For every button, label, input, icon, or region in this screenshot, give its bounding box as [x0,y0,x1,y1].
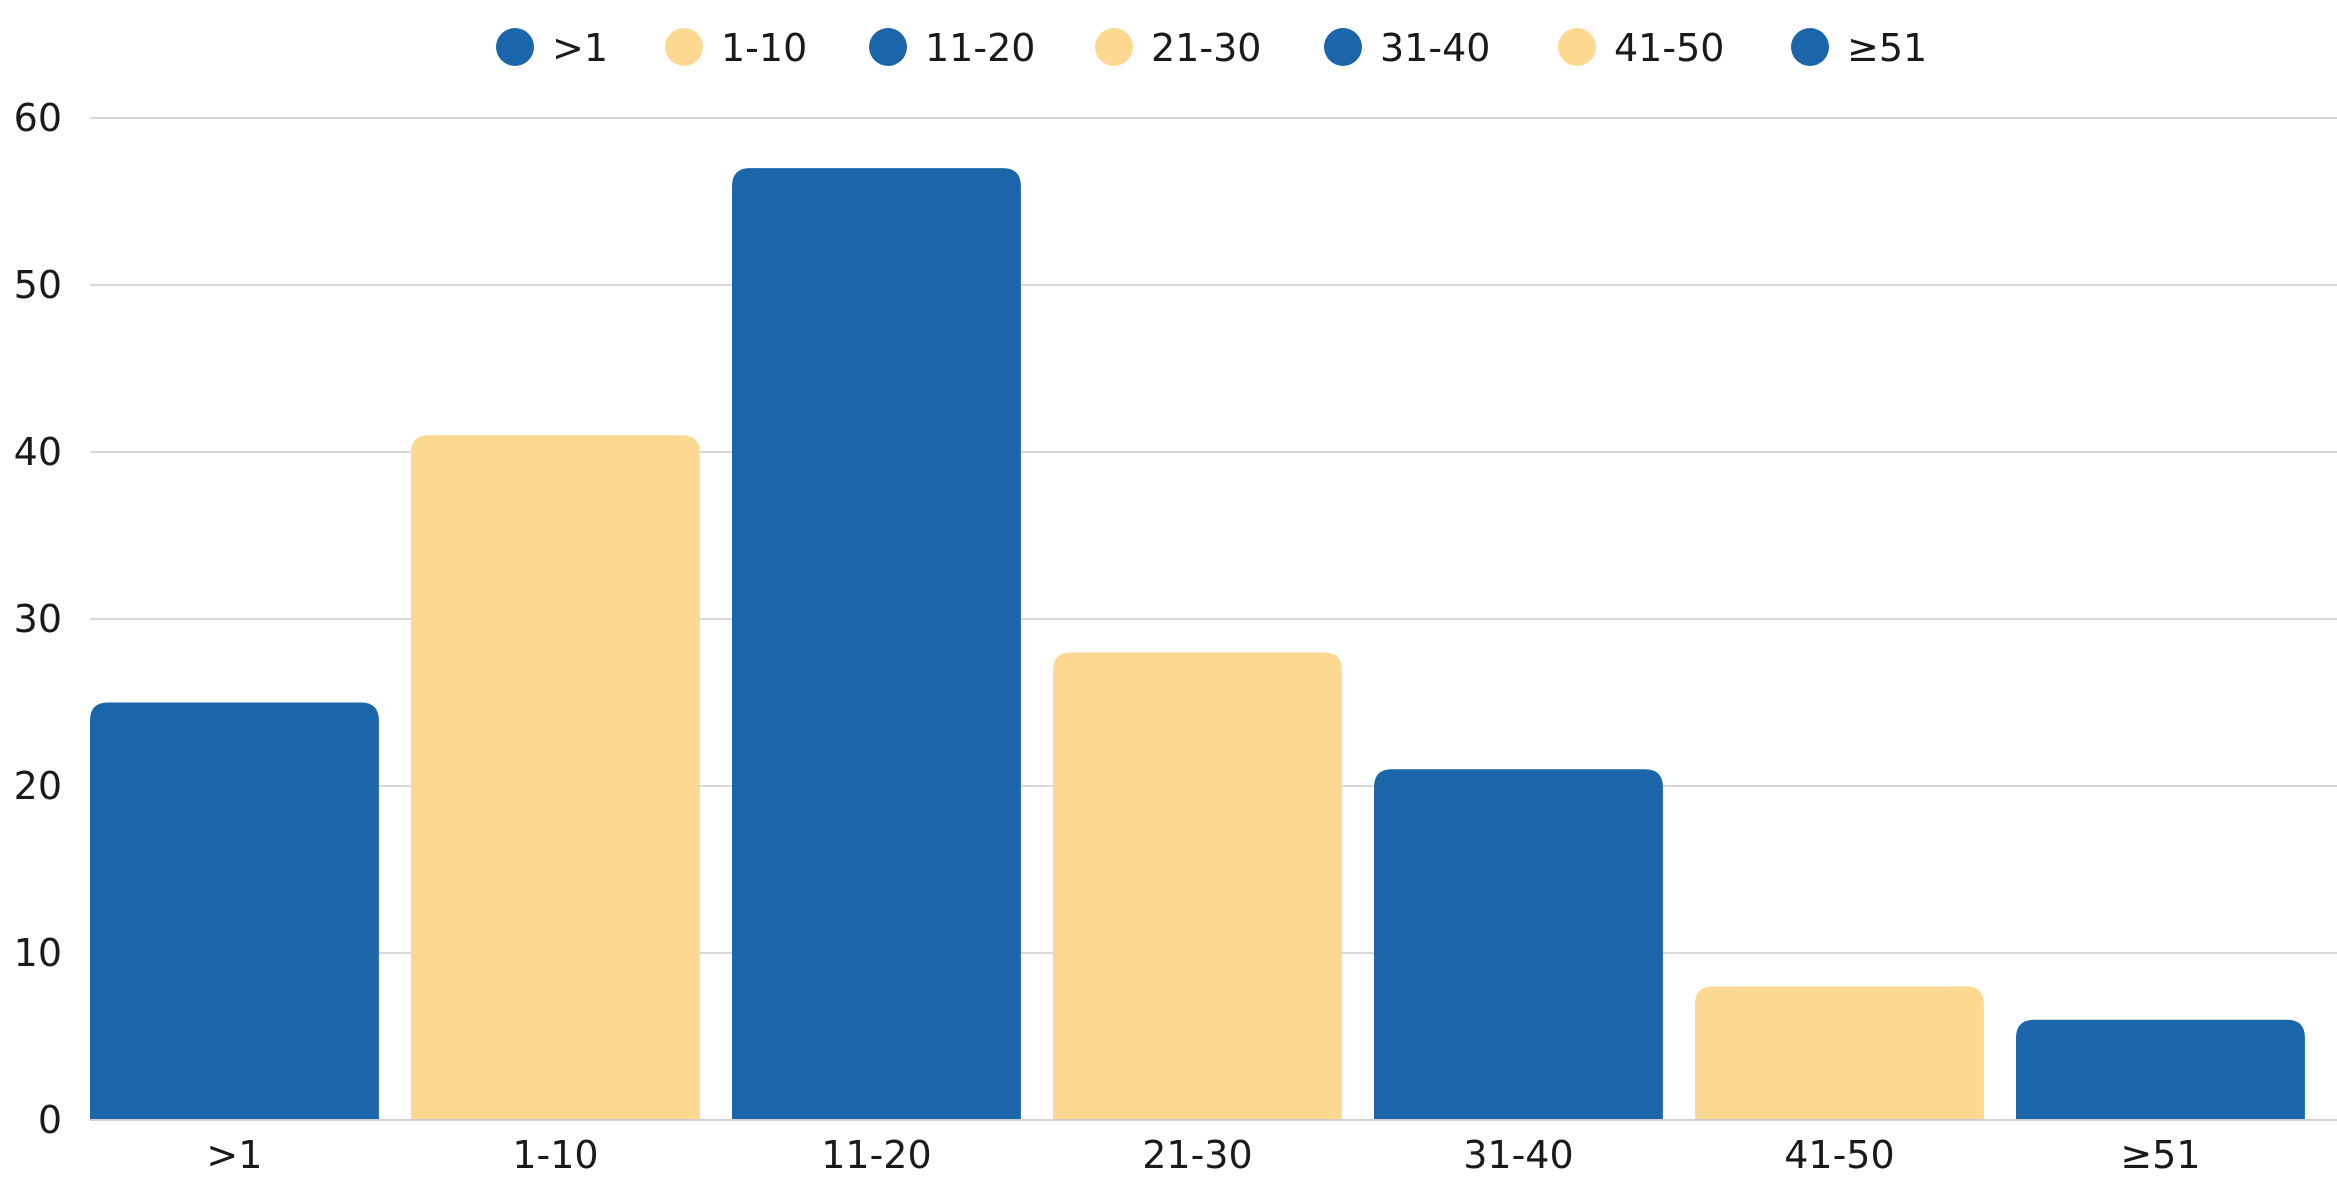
bars [90,168,2305,1121]
legend-swatch [1558,28,1596,66]
legend-item[interactable]: ≥51 [1791,26,1927,70]
chart-legend: >1 1-10 11-20 21-30 31-40 41-50 ≥51 [496,26,1927,70]
legend-label: 21-30 [1151,26,1261,70]
legend-swatch [1095,28,1133,66]
legend-item[interactable]: 21-30 [1095,26,1261,70]
legend-swatch [1324,28,1362,66]
x-tick-label: >1 [206,1133,262,1177]
bar-7 [2016,1019,2305,1120]
bar-3 [732,168,1021,1121]
y-tick-label: 10 [14,931,62,975]
legend-label: >1 [552,26,608,70]
legend-item[interactable]: 1-10 [665,26,807,70]
legend-item[interactable]: >1 [496,26,608,70]
legend-label: 11-20 [925,26,1035,70]
bar-1 [90,702,379,1120]
legend-label: 41-50 [1614,26,1724,70]
legend-item[interactable]: 31-40 [1324,26,1490,70]
y-tick-label: 40 [14,430,62,474]
x-tick-label: 11-20 [821,1133,931,1177]
x-tick-label: 1-10 [512,1133,598,1177]
y-tick-label: 20 [14,764,62,808]
legend-item[interactable]: 41-50 [1558,26,1724,70]
y-axis: 0 10 20 30 40 50 60 [14,96,62,1142]
x-tick-label: ≥51 [2120,1133,2200,1177]
y-tick-label: 60 [14,96,62,140]
x-axis: >1 1-10 11-20 21-30 31-40 41-50 ≥51 [90,1119,2337,1177]
bar-2 [411,435,700,1120]
legend-swatch [1791,28,1829,66]
legend-swatch [496,28,534,66]
x-tick-label: 31-40 [1463,1133,1573,1177]
x-tick-label: 41-50 [1784,1133,1894,1177]
y-tick-label: 0 [38,1098,62,1142]
legend-label: 1-10 [721,26,807,70]
legend-swatch [665,28,703,66]
bar-4 [1053,652,1342,1120]
y-tick-label: 30 [14,597,62,641]
y-tick-label: 50 [14,263,62,307]
bar-6 [1695,986,1984,1120]
legend-swatch [869,28,907,66]
legend-label: ≥51 [1847,26,1927,70]
legend-label: 31-40 [1380,26,1490,70]
x-tick-label: 21-30 [1142,1133,1252,1177]
legend-item[interactable]: 11-20 [869,26,1035,70]
bar-5 [1374,769,1663,1120]
